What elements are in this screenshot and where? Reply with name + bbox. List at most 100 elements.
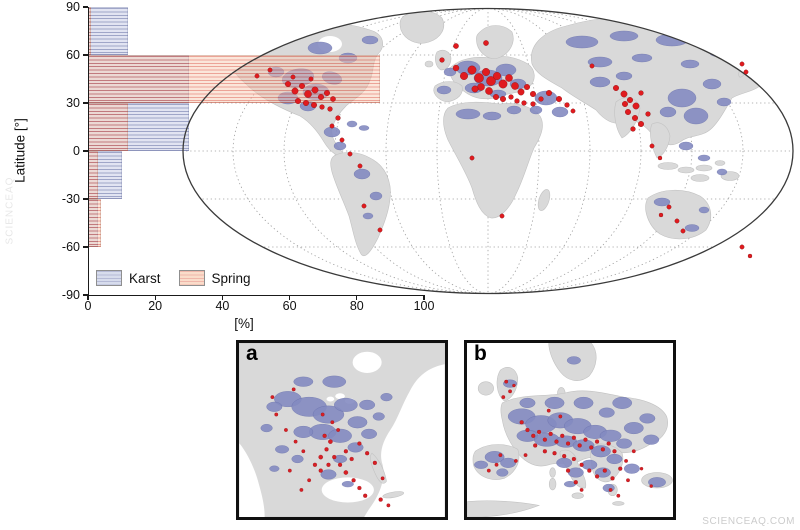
- ireland-landmass: [424, 60, 434, 68]
- karst-patch: [322, 375, 347, 388]
- karst-patch: [496, 468, 509, 477]
- borneo-island: [690, 174, 710, 182]
- karst-patch: [275, 445, 290, 454]
- spring-dot: [600, 447, 605, 452]
- spring-dot: [320, 412, 325, 417]
- spring-dot: [552, 451, 557, 456]
- spring-dot: [631, 449, 636, 454]
- spring-dot: [571, 456, 576, 462]
- spring-dot: [365, 451, 370, 456]
- karst-patch: [716, 97, 732, 107]
- inset-a-springs: [270, 387, 391, 508]
- hudson-bay: [352, 351, 382, 373]
- spring-dot: [326, 462, 331, 467]
- karst-patch: [643, 434, 660, 445]
- indonesia-island: [714, 160, 726, 166]
- karst-patch: [358, 125, 370, 131]
- gulf-of-mexico: [321, 477, 374, 503]
- histogram-bar-spring: [88, 199, 102, 247]
- spring-dot: [639, 466, 644, 471]
- spring-dot: [336, 428, 341, 432]
- world-map-svg: [183, 8, 793, 294]
- north-africa-landmass: [467, 500, 541, 517]
- karst-patch: [599, 429, 622, 442]
- karst-patch: [708, 46, 732, 58]
- florida-peninsula: [369, 452, 387, 484]
- karst-patch: [589, 76, 611, 88]
- karst-patch: [506, 105, 522, 115]
- spring-dot: [274, 412, 279, 417]
- great-lake: [335, 393, 345, 400]
- x-tick-label: 100: [413, 299, 435, 313]
- histogram-bar-spring: [88, 151, 99, 199]
- spring-dot: [284, 428, 288, 432]
- great-lake: [326, 396, 335, 402]
- karst-patch: [616, 438, 633, 449]
- spring-dot: [363, 493, 368, 498]
- karst-patch: [359, 399, 376, 410]
- indonesia-island: [695, 164, 713, 172]
- karst-patch: [529, 105, 543, 115]
- karst-patch: [573, 396, 594, 409]
- spring-dot: [616, 493, 621, 498]
- spring-dot: [519, 420, 524, 425]
- karst-patch: [648, 477, 666, 488]
- spring-dot: [301, 449, 306, 454]
- legend-item-karst: Karst: [96, 270, 161, 286]
- spring-dot: [624, 459, 628, 463]
- spring-dot: [293, 439, 298, 444]
- crete-island: [612, 501, 625, 506]
- madagascar-landmass: [537, 189, 551, 211]
- karst-patch: [612, 396, 633, 409]
- karst-patch: [716, 168, 728, 176]
- x-tick-label: 80: [349, 299, 364, 313]
- x-axis-label: [%]: [234, 316, 254, 331]
- inset-b-svg: [467, 343, 673, 517]
- inset-b-springs: [486, 379, 653, 498]
- karst-patch: [591, 445, 611, 458]
- karst-patch: [443, 67, 457, 77]
- spring-dot: [577, 443, 582, 448]
- karst-patch: [338, 52, 358, 64]
- spring-dot: [531, 433, 536, 438]
- histogram-bar-karst: [88, 7, 129, 55]
- spring-dot: [357, 485, 362, 491]
- karst-patch: [609, 30, 639, 42]
- legend-spring-label: Spring: [211, 270, 251, 286]
- spring-dot: [349, 456, 354, 462]
- spring-dot: [523, 453, 528, 458]
- karst-patch: [697, 154, 711, 162]
- karst-patch: [500, 457, 517, 468]
- spring-dot: [594, 439, 600, 444]
- karst-patch: [347, 416, 368, 429]
- spring-dot: [565, 468, 571, 473]
- y-tick-label: 30: [66, 96, 80, 110]
- karst-patch: [302, 83, 330, 101]
- spring-dot: [486, 468, 491, 473]
- y-tick-label: -60: [61, 240, 80, 254]
- karst-patch: [653, 197, 671, 207]
- spring-dot: [562, 454, 567, 459]
- x-tick-label: 40: [215, 299, 230, 313]
- karst-patch: [678, 141, 694, 151]
- karst-patch: [353, 168, 371, 180]
- pacific-ocean: [239, 443, 265, 517]
- spring-dot: [525, 427, 530, 433]
- british-isles-landmass: [435, 49, 452, 71]
- karst-patch: [266, 401, 283, 412]
- y-axis: [88, 7, 89, 296]
- spring-dot: [337, 462, 343, 467]
- spring-dot: [332, 454, 337, 460]
- spring-dot: [508, 389, 512, 394]
- karst-patch: [495, 63, 517, 77]
- karst-patch: [567, 467, 584, 478]
- karst-patch: [556, 457, 573, 468]
- y-tick-label: 90: [66, 0, 80, 14]
- sardinia-island: [548, 478, 557, 491]
- karst-patch: [277, 91, 299, 105]
- greenland-landmass: [399, 10, 445, 44]
- karst-patch: [334, 397, 358, 412]
- karst-patch: [698, 206, 710, 214]
- spring-dot: [386, 503, 391, 508]
- karst-patch: [333, 141, 347, 151]
